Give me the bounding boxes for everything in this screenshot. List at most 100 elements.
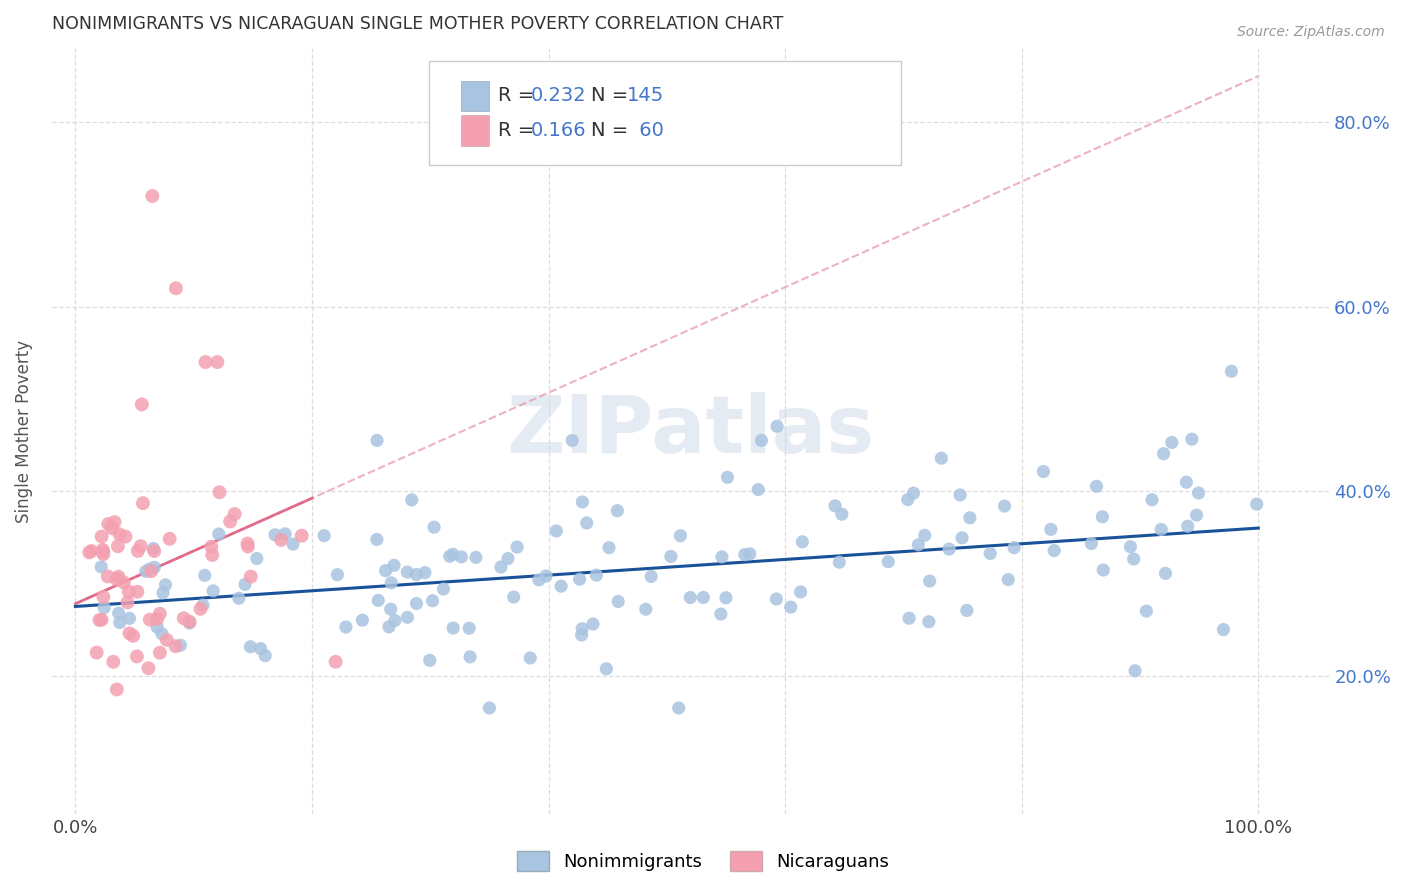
Text: Source: ZipAtlas.com: Source: ZipAtlas.com — [1237, 25, 1385, 39]
Point — [1175, 475, 1198, 490]
Point — [335, 620, 357, 634]
Point — [423, 520, 446, 534]
Point — [502, 590, 524, 604]
Point — [959, 510, 981, 524]
Point — [1135, 604, 1157, 618]
Point — [405, 597, 427, 611]
Point — [1181, 432, 1204, 446]
Point — [146, 612, 169, 626]
Point — [1150, 523, 1173, 537]
Point — [956, 603, 979, 617]
Point — [169, 638, 191, 652]
Point — [200, 540, 222, 554]
Point — [692, 591, 714, 605]
Point — [149, 607, 172, 621]
Point — [534, 569, 557, 583]
Point — [1160, 435, 1182, 450]
Point — [1092, 563, 1115, 577]
Point — [918, 615, 941, 629]
Point — [582, 617, 605, 632]
Point — [950, 531, 973, 545]
FancyBboxPatch shape — [461, 80, 489, 112]
Point — [898, 611, 921, 625]
Point — [291, 529, 314, 543]
Point — [413, 566, 436, 580]
Point — [190, 602, 212, 616]
Point — [710, 607, 733, 621]
Point — [938, 542, 960, 557]
Text: 60: 60 — [633, 120, 664, 140]
Point — [824, 499, 846, 513]
Text: 0.232: 0.232 — [531, 87, 586, 105]
Point — [135, 565, 157, 579]
Point — [669, 529, 692, 543]
Point — [396, 565, 419, 579]
Point — [97, 516, 120, 531]
Point — [239, 640, 262, 654]
Point — [202, 583, 225, 598]
Point — [571, 628, 593, 642]
Point — [489, 560, 512, 574]
Point — [1177, 519, 1199, 533]
Point — [179, 615, 201, 629]
Point — [93, 600, 115, 615]
Point — [997, 573, 1019, 587]
Point — [118, 611, 141, 625]
Point — [378, 620, 401, 634]
Point — [1002, 541, 1025, 555]
Point — [1154, 566, 1177, 581]
Point — [352, 613, 374, 627]
Point — [224, 507, 246, 521]
Point — [1212, 623, 1234, 637]
Point — [233, 577, 256, 591]
Point — [1122, 552, 1144, 566]
Point — [1032, 465, 1054, 479]
Point — [496, 551, 519, 566]
Point — [585, 568, 607, 582]
Point — [125, 649, 148, 664]
Point — [105, 682, 128, 697]
Point — [107, 570, 129, 584]
Point — [201, 548, 224, 562]
Point — [710, 549, 733, 564]
Point — [139, 564, 162, 578]
Point — [107, 539, 129, 553]
Point — [138, 562, 160, 576]
Text: R =: R = — [498, 87, 540, 105]
Legend: Nonimmigrants, Nicaraguans: Nonimmigrants, Nicaraguans — [509, 844, 897, 879]
Point — [519, 651, 541, 665]
Point — [132, 496, 155, 510]
Point — [114, 530, 136, 544]
Point — [105, 572, 128, 586]
Point — [239, 569, 262, 583]
Point — [89, 613, 111, 627]
Point — [173, 611, 195, 625]
Point — [91, 545, 114, 559]
Point — [738, 547, 761, 561]
Point — [606, 504, 628, 518]
Point — [598, 541, 620, 555]
Point — [108, 527, 131, 541]
Point — [152, 586, 174, 600]
Point — [314, 529, 336, 543]
Point — [897, 492, 920, 507]
Point — [458, 621, 481, 635]
Point — [264, 528, 287, 542]
Point — [1246, 497, 1268, 511]
Point — [949, 488, 972, 502]
Point — [131, 397, 153, 411]
Point — [380, 602, 402, 616]
Point — [432, 582, 454, 596]
Point — [207, 355, 229, 369]
Point — [194, 568, 217, 582]
Point — [156, 632, 179, 647]
Point — [1185, 508, 1208, 523]
Point — [441, 621, 464, 635]
Point — [77, 545, 100, 559]
Point — [118, 584, 141, 599]
Point — [122, 629, 145, 643]
Point — [877, 555, 900, 569]
FancyBboxPatch shape — [461, 115, 489, 145]
Point — [208, 485, 231, 500]
Point — [254, 648, 277, 663]
